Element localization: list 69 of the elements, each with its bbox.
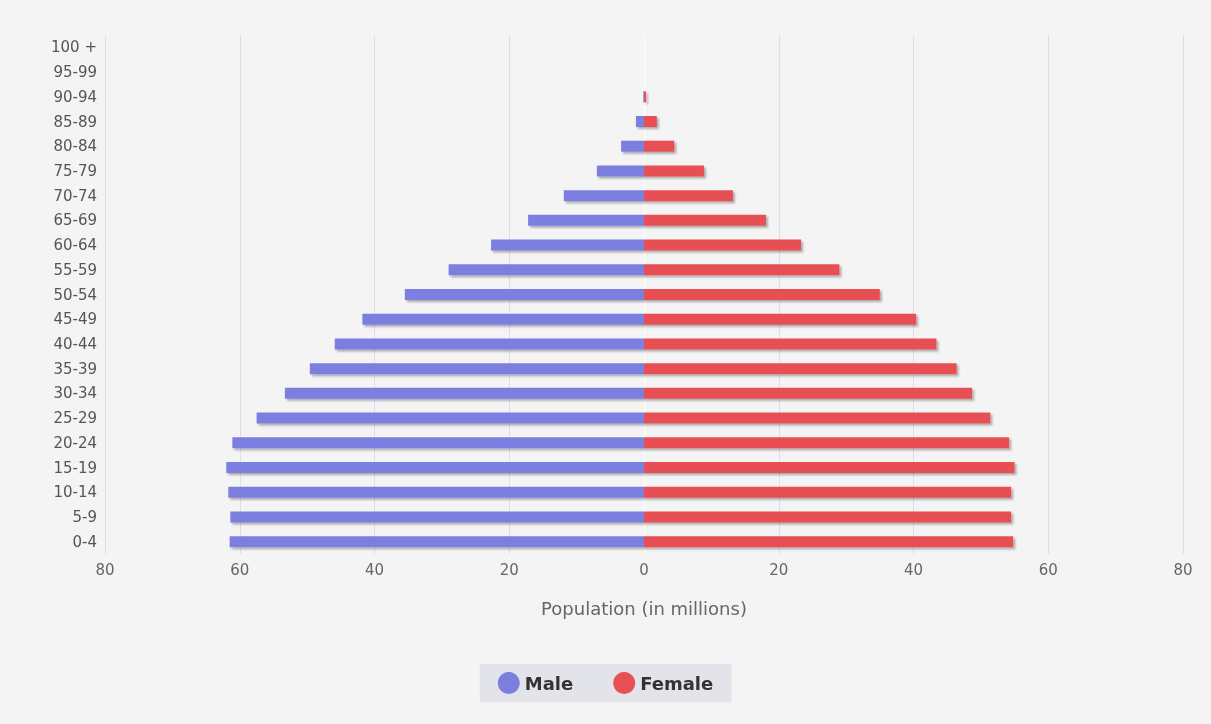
y-tick-label: 0-4 bbox=[72, 532, 97, 551]
x-tick-label: 40 bbox=[364, 560, 385, 579]
x-tick-label: 40 bbox=[903, 560, 924, 579]
bar bbox=[644, 511, 1012, 523]
x-tick-label: 20 bbox=[769, 560, 789, 579]
y-tick-label: 40-44 bbox=[53, 334, 97, 353]
y-tick-label: 90-94 bbox=[53, 87, 97, 106]
y-tick-label: 75-79 bbox=[53, 161, 97, 180]
y-tick-label: 30-34 bbox=[53, 384, 97, 403]
bar bbox=[644, 239, 801, 251]
bar bbox=[644, 214, 766, 226]
bar bbox=[230, 511, 644, 523]
bar bbox=[644, 412, 991, 424]
y-tick-label: 5-9 bbox=[72, 507, 97, 526]
y-tick-label: 20-24 bbox=[53, 433, 97, 452]
bar bbox=[491, 239, 644, 251]
legend-label: Male bbox=[524, 672, 574, 694]
bar bbox=[334, 338, 644, 350]
y-tick-label: 85-89 bbox=[53, 112, 97, 131]
bar bbox=[644, 116, 657, 127]
y-tick-label: 65-69 bbox=[53, 211, 97, 230]
bar bbox=[644, 289, 880, 300]
y-tick-label: 100 + bbox=[51, 38, 97, 57]
bar bbox=[226, 462, 644, 473]
bar bbox=[228, 486, 644, 498]
bar bbox=[644, 363, 957, 375]
x-tick-label: 20 bbox=[499, 560, 519, 579]
y-tick-label: 25-29 bbox=[53, 409, 97, 428]
bar bbox=[362, 313, 644, 325]
x-tick-label: 0 bbox=[639, 560, 649, 579]
bar bbox=[404, 289, 644, 300]
bar bbox=[448, 264, 644, 276]
bar bbox=[284, 387, 644, 399]
bar bbox=[644, 190, 733, 202]
bar bbox=[644, 536, 1014, 548]
bar bbox=[229, 536, 644, 548]
bar bbox=[644, 264, 840, 276]
y-tick-label: 95-99 bbox=[53, 63, 97, 82]
bar bbox=[644, 486, 1012, 498]
bar bbox=[644, 387, 973, 399]
bar bbox=[644, 313, 917, 325]
y-tick-label: 15-19 bbox=[53, 458, 97, 477]
bar bbox=[644, 462, 1015, 473]
bar bbox=[256, 412, 644, 424]
bar bbox=[621, 140, 644, 152]
y-tick-label: 60-64 bbox=[53, 236, 97, 255]
x-axis-title: Population (in millions) bbox=[541, 597, 747, 619]
y-tick-label: 10-14 bbox=[53, 483, 97, 502]
bar bbox=[596, 165, 644, 177]
bar bbox=[563, 190, 644, 202]
bar bbox=[232, 437, 644, 449]
y-tick-label: 55-59 bbox=[53, 260, 97, 279]
x-tick-label: 60 bbox=[1038, 560, 1058, 579]
bar bbox=[635, 116, 644, 127]
bar bbox=[644, 165, 704, 177]
y-tick-label: 70-74 bbox=[53, 186, 97, 205]
y-tick-label: 50-54 bbox=[53, 285, 97, 304]
bar bbox=[528, 214, 644, 226]
x-tick-label: 80 bbox=[95, 560, 115, 579]
bar bbox=[644, 437, 1010, 449]
x-tick-label: 60 bbox=[230, 560, 250, 579]
y-tick-label: 35-39 bbox=[53, 359, 97, 378]
y-tick-label: 45-49 bbox=[53, 310, 97, 329]
x-tick-label: 80 bbox=[1173, 560, 1193, 579]
legend-label: Female bbox=[640, 672, 714, 694]
bar bbox=[644, 140, 675, 152]
y-tick-label: 80-84 bbox=[53, 137, 97, 156]
bar bbox=[644, 338, 937, 350]
bar bbox=[309, 363, 644, 375]
